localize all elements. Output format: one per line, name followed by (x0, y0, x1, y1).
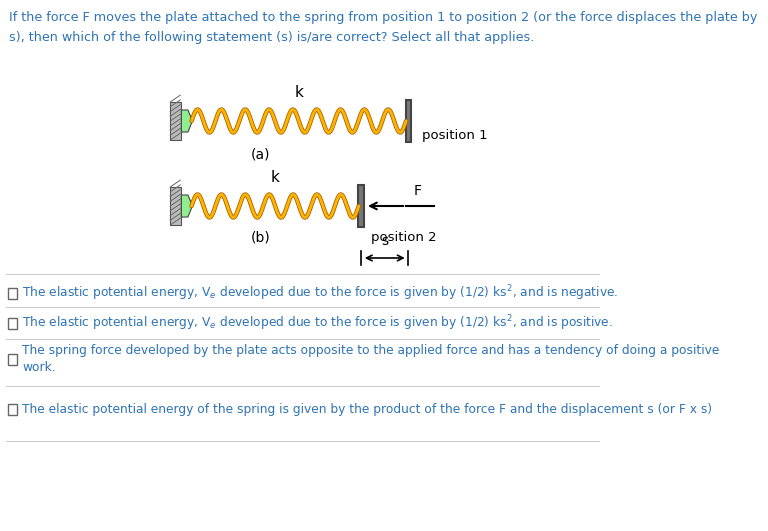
Bar (8, 287, 17, 298)
Bar (8, 354, 17, 364)
Text: position 1: position 1 (422, 130, 488, 142)
Text: The elastic potential energy, V$_e$ developed due to the force is given by (1/2): The elastic potential energy, V$_e$ deve… (22, 283, 618, 303)
Text: position 2: position 2 (371, 231, 436, 244)
Bar (170, 102, 181, 140)
Text: s), then which of the following statement (s) is/are correct? Select all that ap: s), then which of the following statemen… (9, 31, 535, 44)
Text: s: s (381, 234, 389, 248)
Polygon shape (181, 110, 192, 132)
Text: F: F (414, 184, 422, 198)
Polygon shape (181, 195, 192, 217)
Text: If the force F moves the plate attached to the spring from position 1 to positio: If the force F moves the plate attached … (9, 11, 758, 24)
Text: The spring force developed by the plate acts opposite to the applied force and h: The spring force developed by the plate … (22, 344, 720, 374)
Bar (170, 187, 181, 225)
Text: k: k (271, 170, 280, 185)
Bar (406, 100, 411, 142)
Text: The elastic potential energy, V$_e$ developed due to the force is given by (1/2): The elastic potential energy, V$_e$ deve… (22, 313, 613, 333)
Bar (8, 404, 17, 415)
Text: k: k (294, 85, 303, 100)
Bar (8, 318, 17, 329)
Bar (359, 185, 364, 227)
Text: The elastic potential energy of the spring is given by the product of the force : The elastic potential energy of the spri… (22, 402, 712, 415)
Text: (b): (b) (250, 231, 270, 245)
Text: (a): (a) (250, 148, 270, 162)
